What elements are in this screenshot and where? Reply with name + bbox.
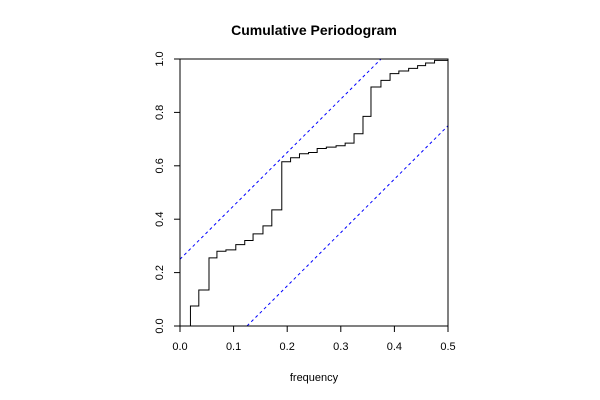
x-tick-label: 0.1 bbox=[226, 341, 241, 353]
y-tick-label: 0.2 bbox=[154, 265, 166, 280]
y-axis: 0.0 0.2 0.4 0.6 0.8 1.0 bbox=[154, 51, 181, 334]
x-axis-label: frequency bbox=[290, 372, 339, 384]
periodogram-step-line bbox=[180, 59, 448, 326]
confidence-bound-line-2 bbox=[246, 125, 448, 326]
y-tick-label: 1.0 bbox=[154, 51, 166, 66]
x-axis: 0.0 0.1 0.2 0.3 0.4 0.5 bbox=[172, 325, 456, 353]
y-tick-label: 0.8 bbox=[154, 105, 166, 120]
x-tick-label: 0.5 bbox=[440, 341, 455, 353]
plot-area bbox=[179, 58, 449, 327]
confidence-bound-line-1 bbox=[180, 59, 382, 260]
x-tick-label: 0.2 bbox=[280, 341, 295, 353]
plot-frame bbox=[179, 58, 449, 327]
chart-title: Cumulative Periodogram bbox=[231, 22, 397, 38]
y-tick-label: 0.4 bbox=[154, 212, 166, 227]
x-tick-label: 0.0 bbox=[172, 341, 187, 353]
x-tick-label: 0.3 bbox=[333, 341, 348, 353]
x-tick-label: 0.4 bbox=[387, 341, 402, 353]
y-tick-label: 0.0 bbox=[154, 318, 166, 333]
y-tick-label: 0.6 bbox=[154, 158, 166, 173]
